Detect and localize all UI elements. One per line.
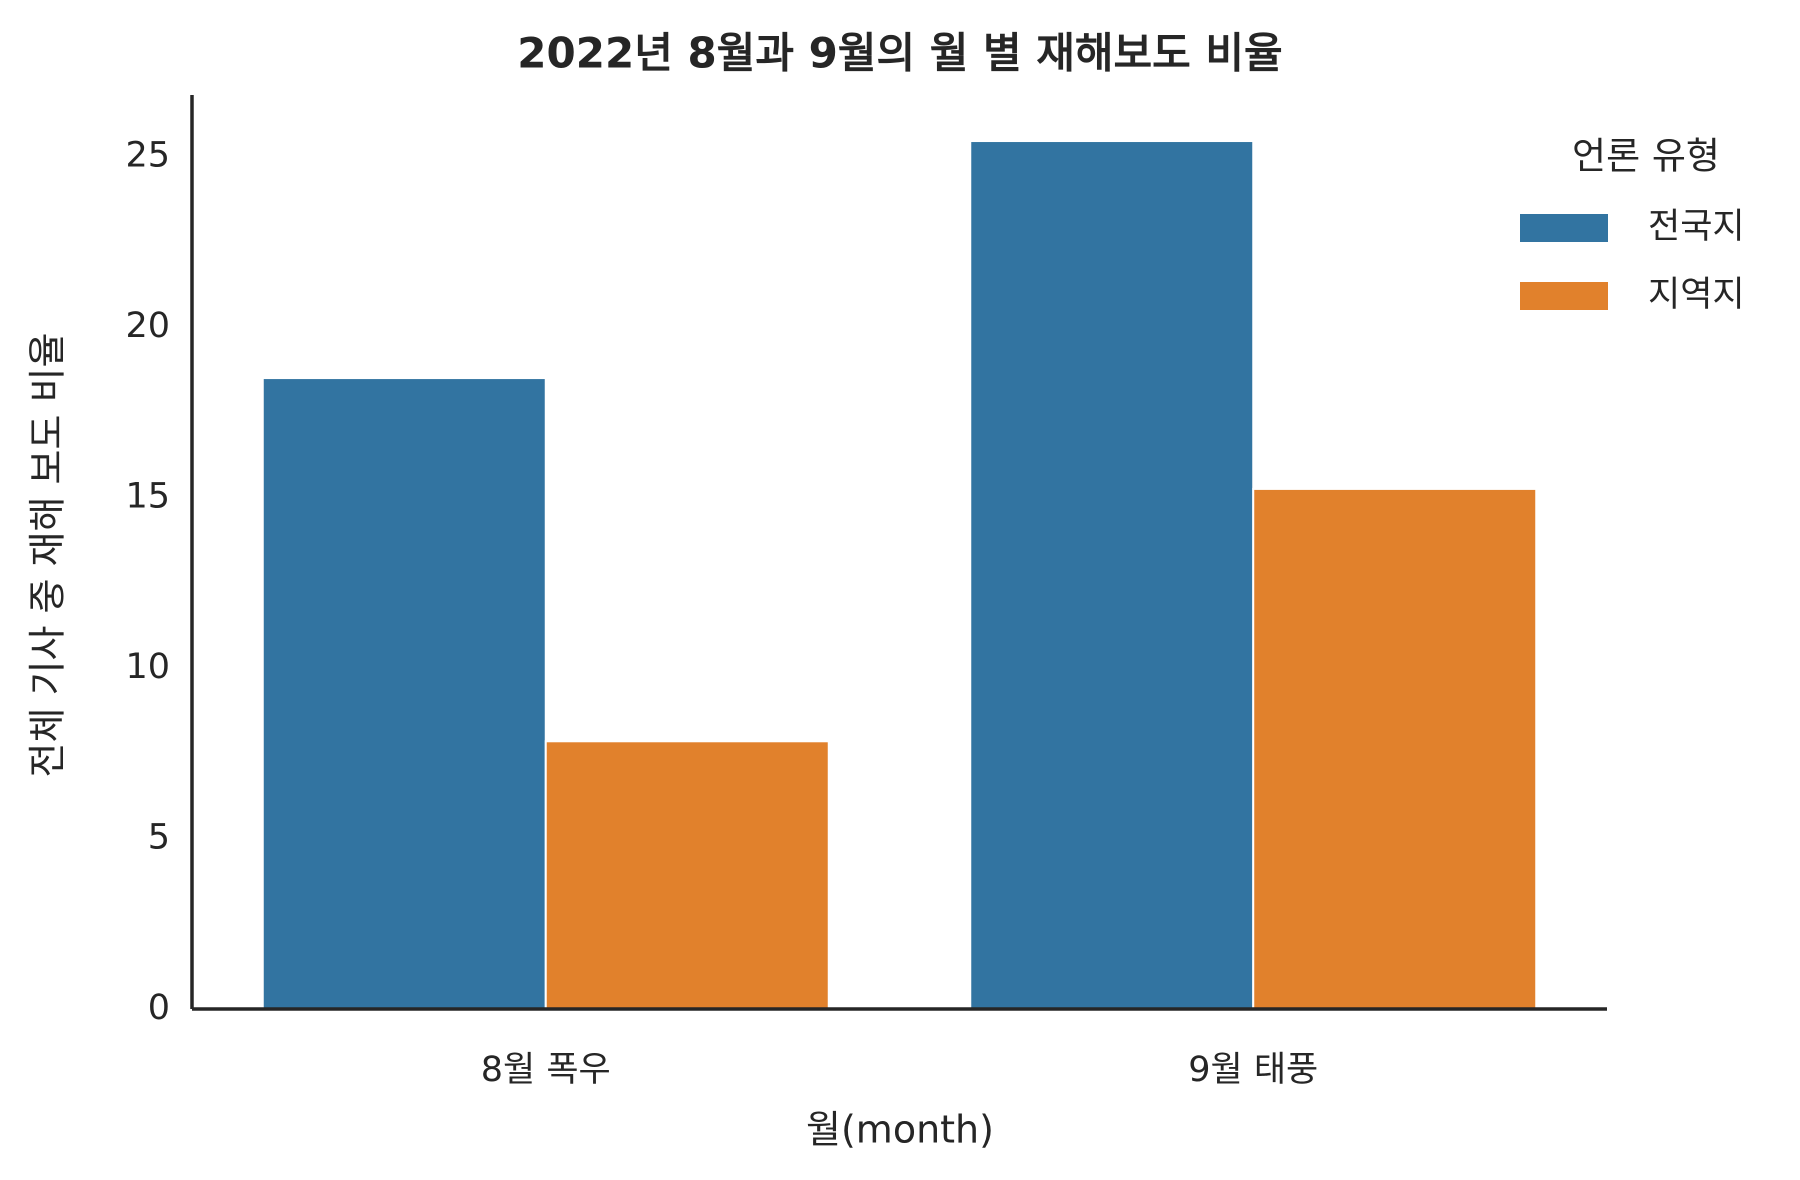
y-tick-label: 15 bbox=[125, 476, 170, 516]
chart-title: 2022년 8월과 9월의 월 별 재해보도 비율 bbox=[517, 29, 1282, 78]
x-tick-label: 9월 태풍 bbox=[1188, 1050, 1318, 1090]
bar bbox=[969, 140, 1255, 1011]
bar bbox=[1252, 487, 1538, 1010]
bar bbox=[544, 740, 830, 1010]
legend-label: 지역지 bbox=[1648, 275, 1745, 315]
x-tick-label: 8월 폭우 bbox=[481, 1050, 611, 1090]
legend-title: 언론 유형 bbox=[1572, 135, 1720, 178]
legend-swatch bbox=[1520, 214, 1608, 242]
y-tick-label: 0 bbox=[148, 988, 170, 1028]
x-axis-label: 월(month) bbox=[806, 1108, 994, 1152]
y-tick-label: 10 bbox=[125, 647, 170, 687]
legend-label: 전국지 bbox=[1648, 207, 1745, 247]
legend-swatch bbox=[1520, 282, 1608, 310]
y-tick-label: 20 bbox=[125, 306, 170, 346]
y-axis-label: 전체 기사 중 재해 보도 비율 bbox=[26, 333, 70, 778]
bar bbox=[261, 377, 547, 1011]
y-tick-label: 5 bbox=[148, 817, 170, 857]
y-tick-label: 25 bbox=[125, 135, 170, 175]
